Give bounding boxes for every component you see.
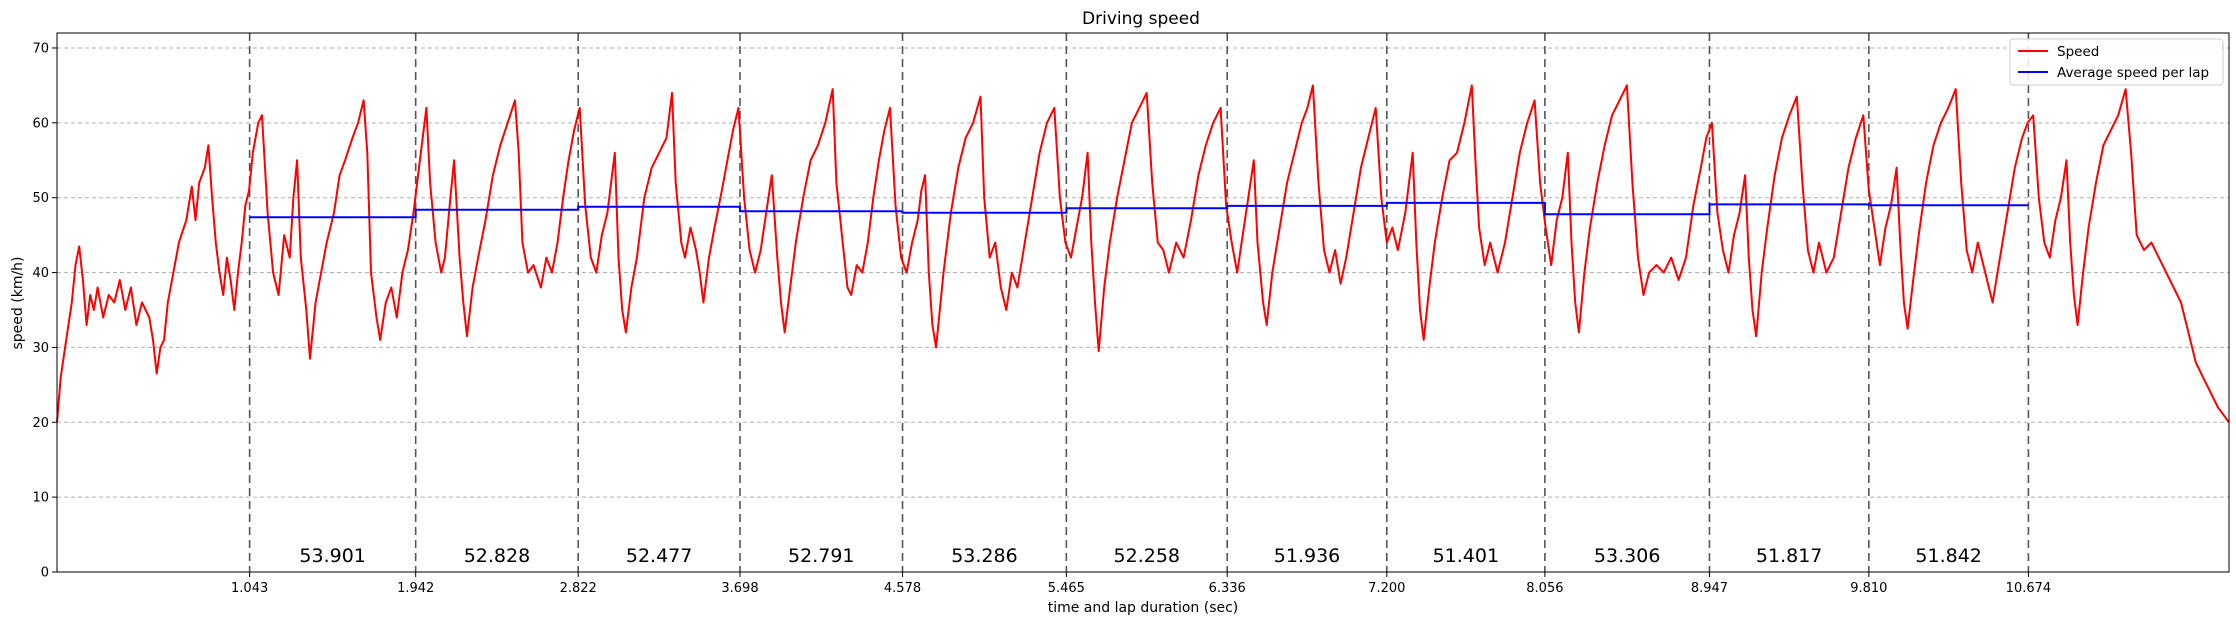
x-tick-label: 1.942 bbox=[397, 581, 434, 596]
lap-boundary-lines bbox=[248, 33, 2030, 572]
y-tick-label: 20 bbox=[32, 416, 49, 431]
lap-duration-label: 53.306 bbox=[1594, 545, 1660, 567]
horizontal-gridlines bbox=[57, 47, 2229, 573]
lap-duration-label: 52.258 bbox=[1114, 545, 1180, 567]
y-tick-label: 40 bbox=[32, 266, 49, 281]
y-tick-label: 50 bbox=[32, 191, 49, 206]
plot-frame bbox=[56, 32, 2230, 573]
lap-duration-labels: 53.901 52.828 52.477 52.791 53.286 52.258 51.9… bbox=[299, 545, 1981, 567]
average-speed-line bbox=[249, 201, 2029, 219]
y-tick-label: 70 bbox=[32, 41, 49, 56]
y-tick-label: 0 bbox=[41, 566, 49, 581]
y-axis-title: speed (km/h) bbox=[10, 256, 26, 349]
x-tick-label: 3.698 bbox=[721, 581, 758, 596]
x-tick-label: 6.336 bbox=[1209, 581, 1246, 596]
lap-duration-label: 52.477 bbox=[626, 545, 692, 567]
lap-duration-label: 51.817 bbox=[1756, 545, 1822, 567]
lap-duration-label: 51.842 bbox=[1915, 545, 1981, 567]
x-tick-label: 10.674 bbox=[2006, 581, 2052, 596]
x-tick-label: 1.043 bbox=[231, 581, 268, 596]
lap-duration-label: 53.901 bbox=[299, 545, 365, 567]
average-speed-series bbox=[249, 201, 2029, 219]
legend-label-average-speed: Average speed per lap bbox=[2057, 65, 2209, 81]
x-axis-title: time and lap duration (sec) bbox=[1048, 600, 1239, 616]
x-tick-label: 7.200 bbox=[1368, 581, 1405, 596]
x-tick-label: 4.578 bbox=[884, 581, 921, 596]
x-tick-label: 2.822 bbox=[560, 581, 597, 596]
legend-box bbox=[2009, 38, 2224, 86]
y-axis: 0 10 20 30 40 50 60 70 bbox=[32, 41, 57, 581]
speed-line bbox=[56, 84, 2230, 423]
lap-duration-label: 51.936 bbox=[1274, 545, 1340, 567]
x-tick-label: 8.947 bbox=[1691, 581, 1728, 596]
lap-duration-label: 52.791 bbox=[788, 545, 854, 567]
x-tick-label: 9.810 bbox=[1850, 581, 1887, 596]
y-tick-label: 30 bbox=[32, 341, 49, 356]
lap-duration-label: 51.401 bbox=[1433, 545, 1499, 567]
legend: Speed Average speed per lap bbox=[2009, 38, 2224, 86]
y-tick-label: 60 bbox=[32, 116, 49, 131]
lap-duration-label: 52.828 bbox=[464, 545, 530, 567]
lap-duration-label: 53.286 bbox=[951, 545, 1017, 567]
x-tick-label: 5.465 bbox=[1048, 581, 1085, 596]
y-tick-label: 10 bbox=[32, 491, 49, 506]
legend-label-speed: Speed bbox=[2057, 44, 2099, 60]
chart-title: Driving speed bbox=[1082, 9, 1200, 29]
x-axis: 1.043 1.942 2.822 3.698 4.578 5.465 6.336 7.200… bbox=[231, 572, 2051, 596]
speed-series bbox=[56, 84, 2230, 423]
x-tick-label: 8.056 bbox=[1526, 581, 1563, 596]
